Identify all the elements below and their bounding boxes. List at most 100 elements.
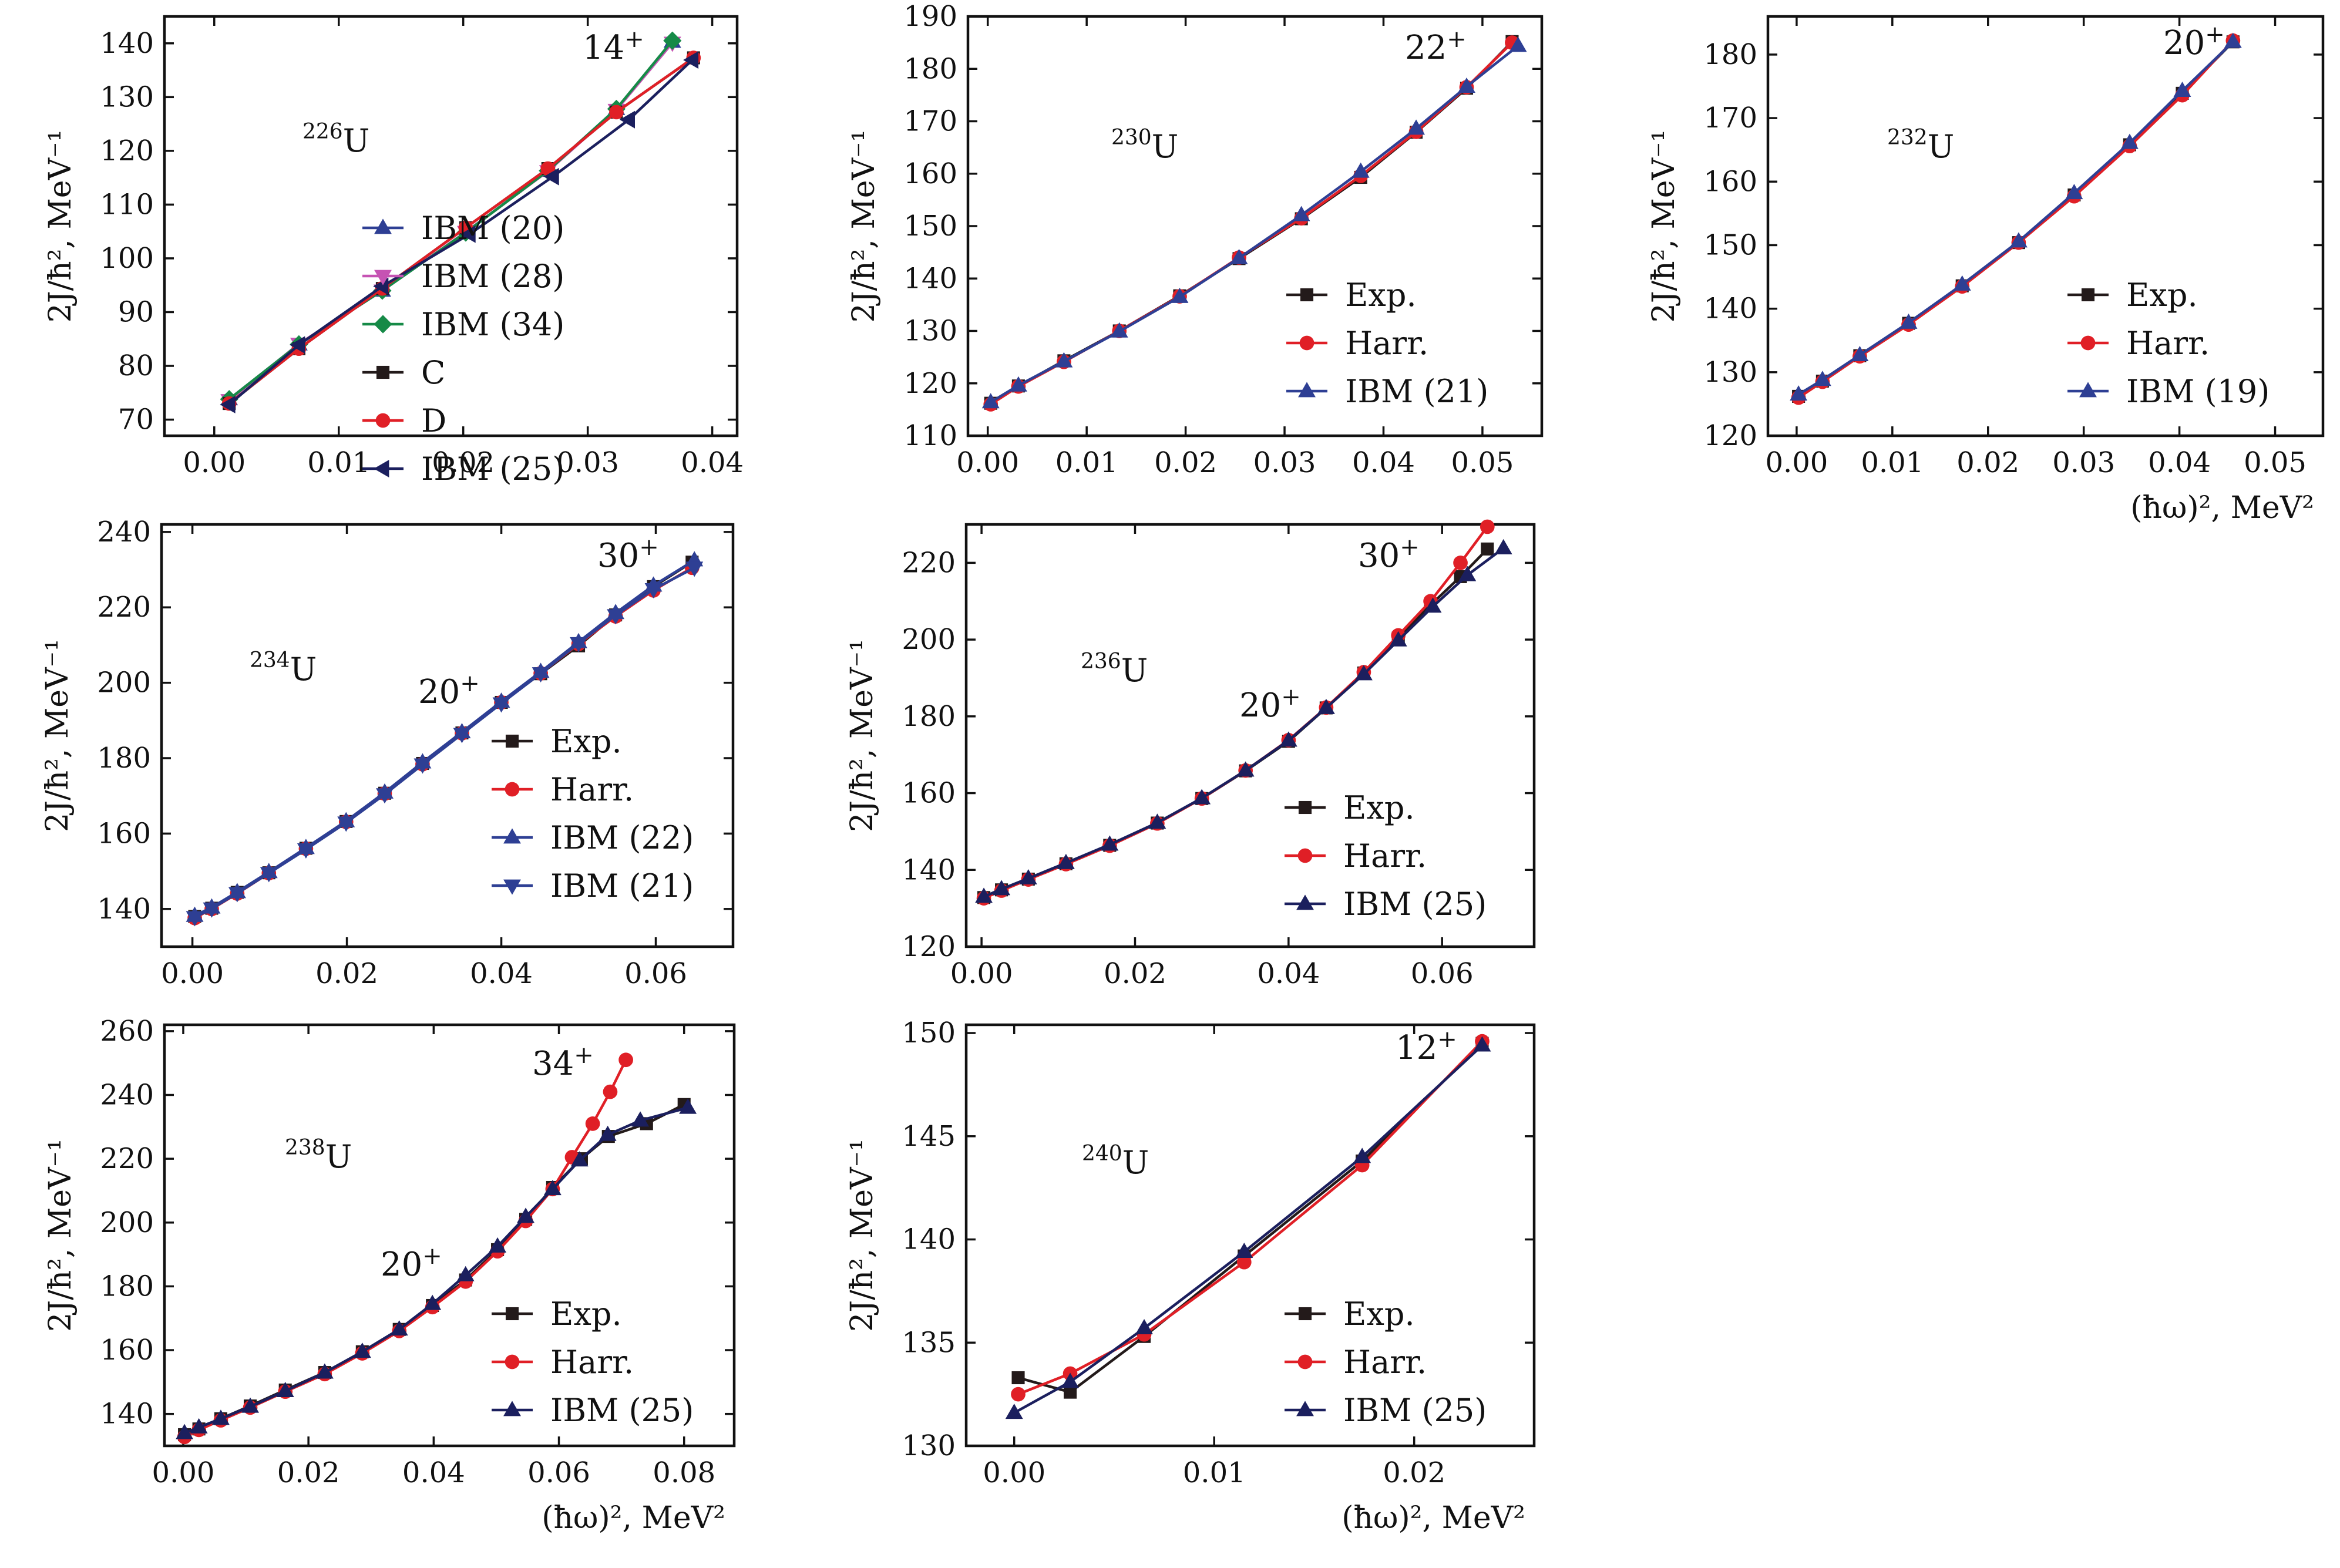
legend-marker bbox=[374, 315, 392, 334]
data-point bbox=[190, 1418, 208, 1434]
data-point bbox=[1317, 698, 1335, 714]
y-tick-label: 200 bbox=[97, 667, 151, 699]
data-point bbox=[492, 697, 510, 713]
x-tick-label: 0.02 bbox=[432, 446, 495, 479]
y-tick-label: 150 bbox=[903, 210, 957, 243]
legend-label: Harr. bbox=[1343, 1344, 1427, 1381]
legend-marker bbox=[1297, 1354, 1313, 1370]
legend-label: Exp. bbox=[550, 723, 622, 760]
data-point bbox=[297, 843, 315, 859]
y-tick-label: 130 bbox=[100, 80, 154, 113]
legend-label: IBM (28) bbox=[421, 258, 564, 295]
y-tick-label: 180 bbox=[903, 52, 957, 85]
panel-226U: 0.00 0.01 0.02 0.03 0.04 70 80 90 100 110 120 130 14… bbox=[43, 15, 744, 487]
data-point bbox=[543, 1180, 562, 1196]
y-tick-label: 140 bbox=[100, 27, 154, 60]
legend-label: Exp. bbox=[1343, 789, 1415, 826]
data-point bbox=[1453, 556, 1468, 570]
data-point bbox=[570, 1151, 589, 1167]
y-tick-label: 140 bbox=[1703, 292, 1757, 325]
nucleus-label: 232U bbox=[1887, 126, 1954, 165]
data-point bbox=[228, 887, 246, 903]
nucleus-label: 230U bbox=[1111, 126, 1178, 165]
y-axis-label: 2J/ħ², MeV⁻¹ bbox=[845, 1139, 880, 1332]
y-tick-label: 170 bbox=[903, 105, 957, 138]
parity: + bbox=[1437, 1026, 1457, 1053]
data-point bbox=[2173, 81, 2191, 97]
series-ibm-21- bbox=[981, 36, 1527, 409]
legend-label: C bbox=[421, 354, 445, 391]
data-point bbox=[1424, 597, 1442, 613]
data-point bbox=[315, 1363, 334, 1379]
panel-234U: 0.00 0.02 0.04 0.06 140 160 180 200 220 240 2J/ħ²,… bbox=[40, 516, 735, 990]
series-line bbox=[1013, 1044, 1484, 1414]
x-tick-label: 0.04 bbox=[681, 446, 744, 479]
y-tick-label: 160 bbox=[1703, 165, 1757, 198]
plot-frame bbox=[160, 523, 735, 948]
data-point bbox=[1230, 248, 1248, 264]
legend-label: Harr. bbox=[550, 771, 634, 808]
panel-232U: 0.00 0.01 0.02 0.03 0.04 0.05 120 130 140 150 160 1… bbox=[1646, 15, 2325, 526]
y-tick-label: 240 bbox=[100, 1079, 154, 1112]
plot-frame bbox=[964, 523, 1536, 948]
parity: + bbox=[422, 1243, 442, 1270]
x-tick-label: 0.02 bbox=[315, 957, 378, 990]
data-point bbox=[489, 1237, 507, 1253]
data-point bbox=[517, 1207, 534, 1223]
spin-annotation: 20+ bbox=[2163, 21, 2225, 62]
x-tick-label: 0.03 bbox=[2052, 446, 2115, 479]
data-point bbox=[290, 336, 305, 354]
data-point bbox=[1481, 542, 1494, 556]
legend-marker bbox=[375, 413, 391, 428]
legend-marker bbox=[1297, 848, 1313, 863]
spin-value: 20 bbox=[1239, 687, 1281, 725]
spin-annotation: 20+ bbox=[381, 1243, 442, 1284]
legend-label: IBM (25) bbox=[1343, 886, 1487, 923]
legend: Exp. Harr. IBM (19) bbox=[2067, 277, 2270, 410]
x-tick-label: 0.05 bbox=[1451, 446, 1514, 479]
y-tick-label: 150 bbox=[902, 1017, 956, 1049]
nucleus-label: 238U bbox=[285, 1136, 352, 1175]
legend-marker bbox=[374, 460, 389, 477]
x-tick-label: 0.04 bbox=[402, 1456, 465, 1489]
data-point bbox=[685, 561, 704, 577]
legend-marker bbox=[503, 828, 521, 844]
data-point bbox=[211, 1409, 230, 1425]
legend: Exp. Harr. IBM (25) bbox=[1285, 1296, 1487, 1429]
data-point bbox=[603, 1084, 618, 1099]
data-point bbox=[2224, 32, 2242, 48]
legend-label: Exp. bbox=[1345, 277, 1417, 314]
y-tick-label: 70 bbox=[118, 403, 154, 436]
x-axis-label: (ħω)², MeV² bbox=[1342, 1500, 1525, 1536]
series-ibm-25- bbox=[176, 1098, 697, 1439]
plot-frame bbox=[163, 15, 739, 438]
legend-marker bbox=[1296, 1401, 1314, 1416]
x-tick-label: 0.04 bbox=[2148, 446, 2211, 479]
legend-marker bbox=[1296, 894, 1314, 910]
data-point bbox=[631, 1111, 650, 1127]
data-point bbox=[1279, 731, 1297, 747]
data-point bbox=[1057, 853, 1075, 869]
x-tick-label: 0.01 bbox=[1861, 446, 1924, 479]
nucleus-mass: 238 bbox=[285, 1136, 325, 1160]
legend-marker bbox=[505, 1354, 520, 1370]
data-point bbox=[1354, 665, 1373, 681]
legend-marker bbox=[374, 270, 392, 285]
legend: Exp. Harr. IBM (21) bbox=[1286, 277, 1488, 410]
data-point bbox=[241, 1397, 259, 1413]
data-point bbox=[390, 1320, 408, 1336]
parity: + bbox=[1281, 684, 1301, 711]
legend-label: Harr. bbox=[2126, 325, 2210, 362]
data-point bbox=[176, 1424, 194, 1439]
data-point bbox=[1790, 385, 1808, 401]
data-point bbox=[1011, 1371, 1025, 1385]
legend-marker bbox=[2080, 335, 2096, 351]
data-point bbox=[1813, 371, 1831, 386]
nucleus-symbol: U bbox=[1928, 128, 1955, 165]
x-tick-label: 0.00 bbox=[956, 446, 1019, 479]
series-line bbox=[990, 41, 1514, 406]
y-tick-label: 130 bbox=[903, 315, 957, 348]
parity: + bbox=[1400, 534, 1420, 561]
data-point bbox=[1055, 352, 1073, 368]
